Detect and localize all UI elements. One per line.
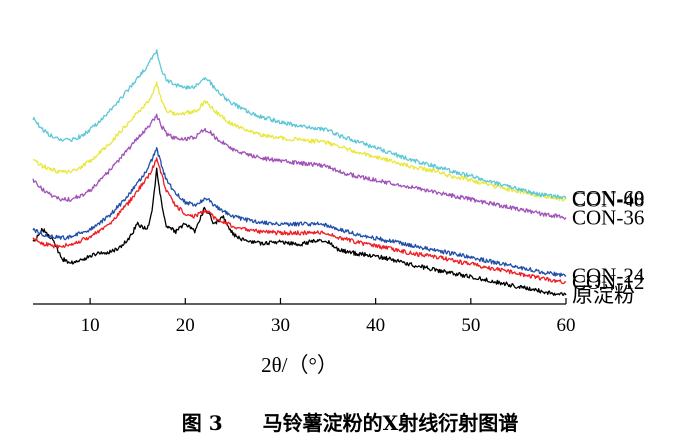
x-tick-label: 50 xyxy=(461,315,480,336)
x-tick-label: 10 xyxy=(81,315,100,336)
series-line-4 xyxy=(32,81,567,202)
series-line-3 xyxy=(32,113,567,220)
x-ticks-group: 10 20 30 40 50 60 xyxy=(81,298,576,336)
series-label: CON-48 xyxy=(572,187,644,211)
series-line-2 xyxy=(32,147,567,278)
x-tick-label: 20 xyxy=(176,315,195,336)
series-label: 原淀粉 xyxy=(572,283,635,307)
series-line-5 xyxy=(32,49,567,200)
figure-caption: 图 3 马铃薯淀粉的X射线衍射图谱 xyxy=(182,411,518,435)
x-axis-title: 2θ/（°） xyxy=(261,353,338,377)
series-line-0 xyxy=(32,167,567,296)
series-label: CON-12 xyxy=(572,270,644,294)
x-tick-label: 30 xyxy=(271,315,290,336)
x-tick-label: 40 xyxy=(366,315,385,336)
series-label: CON-60 xyxy=(572,186,644,210)
x-tick-label: 60 xyxy=(557,315,576,336)
series-line-1 xyxy=(32,157,567,285)
series-label: CON-24 xyxy=(572,264,645,288)
curves-group xyxy=(32,49,567,296)
series-label: CON-36 xyxy=(572,206,644,230)
